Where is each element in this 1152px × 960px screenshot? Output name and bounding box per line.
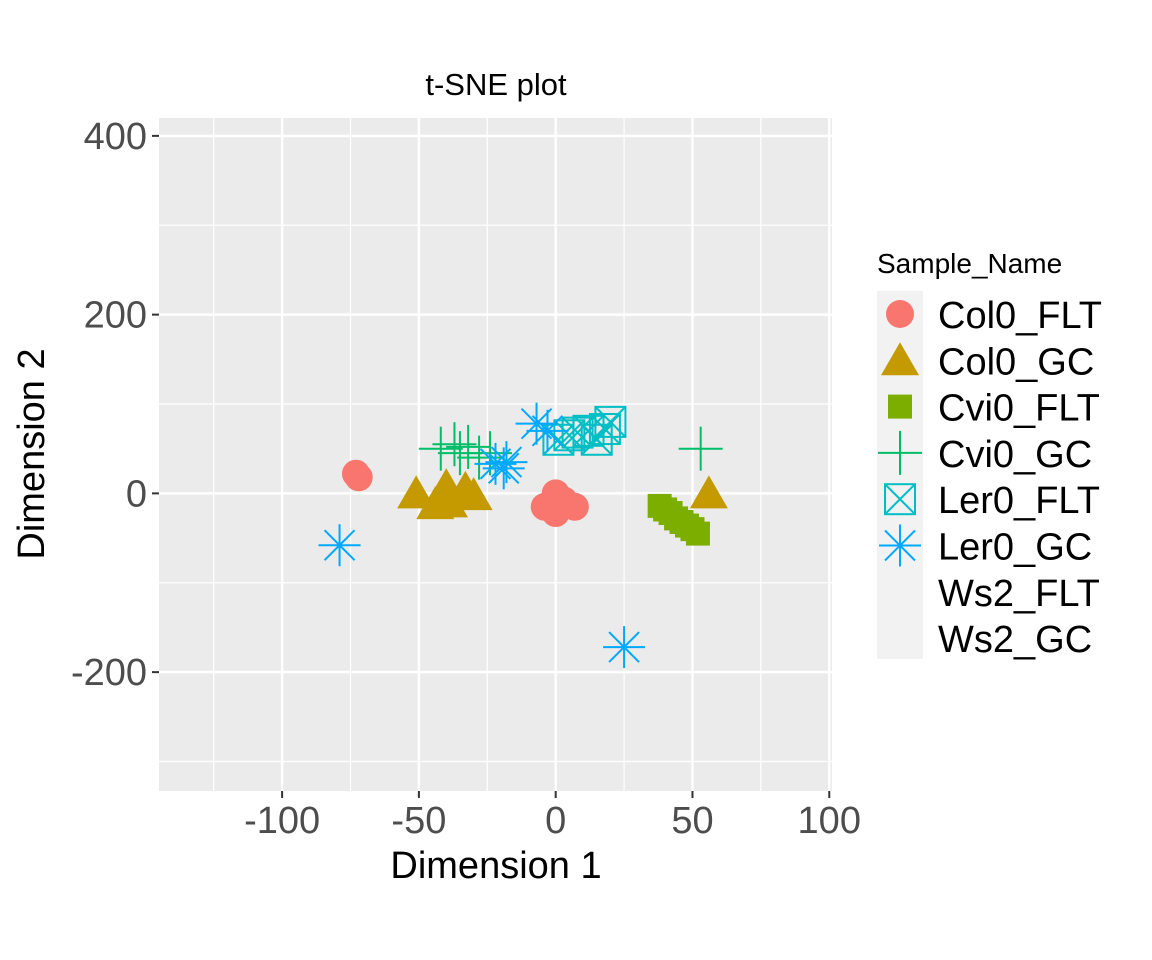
y-tick-label: -200 bbox=[71, 652, 147, 694]
data-point bbox=[689, 475, 728, 509]
data-point bbox=[594, 405, 627, 438]
data-point bbox=[678, 426, 723, 471]
y-tick-label: 200 bbox=[84, 295, 147, 337]
data-point bbox=[485, 441, 528, 484]
legend-item: Cvi0_FLT bbox=[888, 388, 1100, 430]
legend-key bbox=[888, 394, 912, 419]
legend-label: Ler0_GC bbox=[938, 527, 1092, 569]
data-point bbox=[344, 463, 373, 492]
data-point bbox=[482, 447, 525, 490]
data-point bbox=[318, 524, 361, 567]
data-point bbox=[603, 626, 646, 669]
data-point bbox=[560, 492, 589, 521]
series-ler0-flt bbox=[542, 405, 627, 456]
data-point bbox=[515, 402, 558, 445]
legend-item: Ler0_GC bbox=[879, 524, 1092, 569]
series-col0-flt bbox=[341, 459, 589, 528]
y-axis-title: Dimension 2 bbox=[11, 348, 53, 559]
legend-label: Cvi0_FLT bbox=[938, 388, 1100, 430]
legend-item: Col0_GC bbox=[881, 341, 1094, 383]
data-point bbox=[561, 416, 594, 449]
x-tick-label: -50 bbox=[391, 800, 446, 842]
grid-lines bbox=[159, 118, 832, 791]
legend-key bbox=[881, 342, 919, 376]
legend-label: Col0_FLT bbox=[938, 295, 1102, 337]
legend-key bbox=[878, 430, 922, 475]
x-tick-label: -100 bbox=[244, 800, 320, 842]
legend-label: Col0_GC bbox=[938, 341, 1094, 383]
data-point bbox=[446, 424, 491, 469]
legend-item: Ler0_FLT bbox=[884, 480, 1100, 522]
x-tick-label: 50 bbox=[671, 800, 713, 842]
axes: -100 -50 0 50 100 -200 0 200 400 bbox=[71, 116, 861, 842]
series-col0-gc bbox=[397, 468, 728, 520]
series-cvi0-gc bbox=[418, 422, 723, 480]
y-tick-label: 400 bbox=[84, 116, 147, 158]
legend-item: Ws2_FLT bbox=[938, 573, 1100, 615]
x-axis-title: Dimension 1 bbox=[390, 845, 601, 887]
legend-label: Ler0_FLT bbox=[938, 480, 1100, 522]
x-tick-label: 0 bbox=[545, 800, 566, 842]
legend-label: Cvi0_GC bbox=[938, 434, 1092, 476]
legend-key bbox=[884, 483, 916, 516]
data-point bbox=[526, 409, 569, 452]
legend-key bbox=[879, 524, 921, 567]
series-ler0-gc bbox=[318, 402, 646, 669]
legend-item: Col0_FLT bbox=[886, 295, 1102, 337]
y-tick-label: 0 bbox=[126, 473, 147, 515]
data-point bbox=[454, 477, 493, 511]
data-point bbox=[397, 475, 436, 509]
legend-item: Ws2_GC bbox=[938, 619, 1092, 661]
plot-title: t-SNE plot bbox=[425, 67, 567, 102]
legend-label: Ws2_GC bbox=[938, 619, 1092, 661]
x-tick-label: 100 bbox=[798, 800, 861, 842]
data-point bbox=[474, 442, 517, 485]
legend-key bbox=[886, 300, 914, 328]
data-point bbox=[685, 521, 710, 546]
legend-item: Cvi0_GC bbox=[878, 430, 1092, 476]
legend-title: Sample_Name bbox=[877, 248, 1062, 279]
data-points bbox=[318, 402, 728, 669]
series-cvi0-flt bbox=[647, 493, 710, 546]
legend-label: Ws2_FLT bbox=[938, 573, 1100, 615]
